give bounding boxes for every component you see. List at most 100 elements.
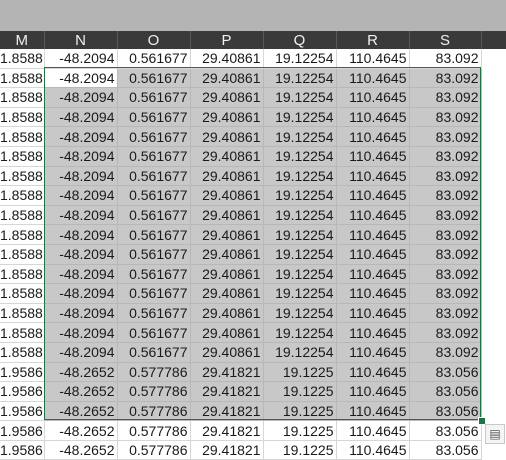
cell[interactable]: 0.577786 xyxy=(117,420,191,441)
cell[interactable]: 83.092 xyxy=(409,126,482,147)
cell[interactable]: 0.561677 xyxy=(117,107,191,128)
cell[interactable]: 110.4645 xyxy=(336,420,410,441)
cell[interactable]: 0.561677 xyxy=(117,146,191,167)
cell[interactable]: 0.561677 xyxy=(117,322,191,343)
cell[interactable]: 110.4645 xyxy=(336,303,410,324)
cell[interactable]: 110.4645 xyxy=(336,283,410,304)
cell[interactable]: 19.1225 xyxy=(263,401,337,422)
cell[interactable]: 1.8588 xyxy=(0,49,45,69)
cell[interactable]: -48.2094 xyxy=(44,185,118,206)
cell[interactable]: 29.40861 xyxy=(190,87,264,108)
cell[interactable]: 0.561677 xyxy=(117,264,191,285)
cell[interactable]: 1.8588 xyxy=(0,264,45,285)
column-header-m[interactable]: M xyxy=(0,31,45,49)
cell[interactable]: 1.8588 xyxy=(0,126,45,147)
spreadsheet-grid[interactable]: M N O P Q R S 1.8588 -48.2094 0.561677 29.4… xyxy=(0,31,482,460)
cell[interactable]: 1.8588 xyxy=(0,303,45,324)
cell[interactable]: 0.577786 xyxy=(117,401,191,422)
cell[interactable]: 29.41821 xyxy=(190,381,264,402)
cell[interactable]: 83.092 xyxy=(409,244,482,265)
cell[interactable]: 19.12254 xyxy=(263,224,337,245)
cell[interactable]: 19.12254 xyxy=(263,185,337,206)
cell[interactable]: 29.40861 xyxy=(190,264,264,285)
cell[interactable]: 83.092 xyxy=(409,146,482,167)
cell[interactable]: 110.4645 xyxy=(336,87,410,108)
cell[interactable]: 110.4645 xyxy=(336,322,410,343)
cell[interactable]: 29.40861 xyxy=(190,126,264,147)
cell[interactable]: -48.2094 xyxy=(44,322,118,343)
cell[interactable]: -48.2094 xyxy=(44,224,118,245)
cell[interactable]: 19.12254 xyxy=(263,49,337,69)
column-header-o[interactable]: O xyxy=(117,31,191,49)
cell[interactable]: 1.8588 xyxy=(0,166,45,187)
paste-options-icon[interactable]: ▤ xyxy=(485,424,505,444)
cell[interactable]: 110.4645 xyxy=(336,342,410,363)
cell[interactable]: 1.8588 xyxy=(0,68,45,89)
cell[interactable]: 0.577786 xyxy=(117,440,191,460)
cell[interactable]: 110.4645 xyxy=(336,166,410,187)
cell[interactable]: 1.8588 xyxy=(0,224,45,245)
cell[interactable]: -48.2094 xyxy=(44,264,118,285)
column-header-p[interactable]: P xyxy=(190,31,264,49)
column-header-q[interactable]: Q xyxy=(263,31,337,49)
cell[interactable]: 83.092 xyxy=(409,264,482,285)
cell[interactable]: 1.8588 xyxy=(0,283,45,304)
cell[interactable]: 83.092 xyxy=(409,68,482,89)
cell[interactable]: 29.40861 xyxy=(190,146,264,167)
cell[interactable]: 83.092 xyxy=(409,166,482,187)
cell[interactable]: 0.561677 xyxy=(117,342,191,363)
cell[interactable]: 29.40861 xyxy=(190,283,264,304)
cell[interactable]: 0.561677 xyxy=(117,283,191,304)
cell[interactable]: 110.4645 xyxy=(336,49,410,69)
cell[interactable]: 0.561677 xyxy=(117,49,191,69)
cell[interactable]: 83.056 xyxy=(409,362,482,383)
cell[interactable]: 0.561677 xyxy=(117,224,191,245)
cell[interactable]: 29.41821 xyxy=(190,401,264,422)
cell[interactable]: 83.092 xyxy=(409,342,482,363)
cell[interactable]: 29.40861 xyxy=(190,68,264,89)
cell[interactable]: 110.4645 xyxy=(336,264,410,285)
cell[interactable]: 29.40861 xyxy=(190,107,264,128)
cell[interactable]: 19.1225 xyxy=(263,362,337,383)
cell[interactable]: 19.12254 xyxy=(263,264,337,285)
cell[interactable]: 19.12254 xyxy=(263,205,337,226)
cell[interactable]: 110.4645 xyxy=(336,126,410,147)
cell[interactable]: 1.8588 xyxy=(0,205,45,226)
cell[interactable]: 1.8588 xyxy=(0,244,45,265)
cell[interactable]: 19.1225 xyxy=(263,381,337,402)
cell[interactable]: 29.40861 xyxy=(190,205,264,226)
cell[interactable]: 29.40861 xyxy=(190,244,264,265)
cell[interactable]: 0.577786 xyxy=(117,381,191,402)
cell[interactable]: 1.8588 xyxy=(0,146,45,167)
cell[interactable]: 110.4645 xyxy=(336,146,410,167)
cell[interactable]: -48.2652 xyxy=(44,401,118,422)
cell[interactable]: 110.4645 xyxy=(336,381,410,402)
cell[interactable]: 110.4645 xyxy=(336,205,410,226)
cell[interactable]: -48.2094 xyxy=(44,244,118,265)
cell[interactable]: 29.41821 xyxy=(190,420,264,441)
cell[interactable]: 19.12254 xyxy=(263,68,337,89)
cell[interactable]: 83.092 xyxy=(409,49,482,69)
cell[interactable]: 83.092 xyxy=(409,205,482,226)
cell[interactable]: 19.12254 xyxy=(263,342,337,363)
column-header-s[interactable]: S xyxy=(409,31,482,49)
cell[interactable]: 110.4645 xyxy=(336,440,410,460)
cell[interactable]: 83.092 xyxy=(409,283,482,304)
cell[interactable]: 83.092 xyxy=(409,107,482,128)
cell[interactable]: 83.056 xyxy=(409,440,482,460)
cell[interactable]: 19.12254 xyxy=(263,322,337,343)
cell[interactable]: 110.4645 xyxy=(336,107,410,128)
cell[interactable]: 0.561677 xyxy=(117,205,191,226)
cell[interactable]: -48.2094 xyxy=(44,146,118,167)
cell[interactable]: 110.4645 xyxy=(336,68,410,89)
cell[interactable]: 29.41821 xyxy=(190,440,264,460)
cell[interactable]: 0.561677 xyxy=(117,185,191,206)
cell[interactable]: 83.092 xyxy=(409,322,482,343)
cell[interactable]: -48.2094 xyxy=(44,166,118,187)
cell[interactable]: 110.4645 xyxy=(336,224,410,245)
cell[interactable]: 110.4645 xyxy=(336,401,410,422)
cell[interactable]: 1.8588 xyxy=(0,185,45,206)
cell[interactable]: 1.9586 xyxy=(0,401,45,422)
cell[interactable]: -48.2652 xyxy=(44,362,118,383)
cell[interactable]: 29.40861 xyxy=(190,166,264,187)
